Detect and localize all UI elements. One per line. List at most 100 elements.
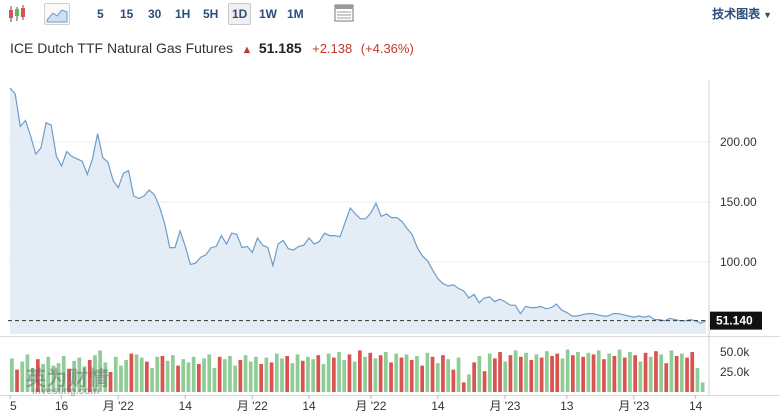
volume-bar	[285, 356, 289, 392]
volume-bar	[529, 360, 534, 392]
x-tick-label: 月 '22	[355, 399, 386, 413]
volume-bar	[685, 357, 689, 392]
volume-bar	[176, 365, 180, 392]
volume-bar	[441, 355, 445, 392]
volume-bar	[202, 358, 206, 392]
volume-bar	[46, 356, 51, 392]
volume-bar	[415, 356, 419, 392]
volume-bar	[519, 356, 523, 392]
timeframe-1d-button[interactable]: 1D	[228, 3, 252, 25]
timeframe-1m-button[interactable]: 1M	[287, 7, 304, 21]
y-tick-label: 150.00	[720, 195, 757, 209]
volume-bar	[181, 359, 186, 392]
last-price: 51.185	[258, 40, 302, 56]
price-tag-background	[710, 311, 762, 330]
timeframe-5-button[interactable]: 5	[97, 7, 104, 21]
volume-bar	[51, 365, 56, 392]
volume-bar	[404, 354, 409, 392]
instrument-header: ICE Dutch TTF Natural Gas Futures ▲ 51.1…	[10, 40, 414, 62]
volume-bar	[61, 356, 66, 392]
volume-tick-label: 50.0k	[720, 345, 750, 359]
volume-bar	[394, 353, 399, 392]
volume-bar	[134, 354, 139, 392]
volume-bar	[638, 361, 643, 392]
chart-toolbar: 5 15 30 1H 5H 1D 1W 1M 技术图表 ▼	[0, 0, 780, 30]
volume-bar	[77, 357, 82, 392]
volume-bar	[254, 356, 258, 392]
volume-bar	[534, 354, 539, 392]
timeframe-5h-button[interactable]: 5H	[203, 7, 219, 21]
volume-bar	[212, 368, 217, 392]
tech-chart-dropdown[interactable]: 技术图表 ▼	[712, 5, 772, 22]
volume-bar	[690, 352, 695, 392]
volume-bar	[41, 364, 45, 392]
volume-bar	[269, 362, 274, 392]
volume-bar	[124, 360, 128, 392]
price-axis: 200.00 150.00 100.00	[708, 80, 757, 396]
volume-bar	[560, 358, 565, 392]
price-change-percent: (+4.36%)	[360, 41, 414, 56]
volume-bar	[571, 355, 575, 392]
volume-bar	[300, 360, 305, 392]
tech-chart-label: 技术图表	[712, 7, 761, 21]
volume-bar	[513, 350, 518, 392]
volume-bar	[342, 360, 347, 392]
x-tick-label: 月 '22	[103, 399, 134, 413]
up-arrow-icon: ▲	[241, 44, 253, 56]
volume-bar	[503, 361, 508, 392]
volume-bar	[628, 352, 632, 392]
volume-bar	[108, 372, 113, 392]
price-area	[10, 88, 706, 334]
volume-bar	[259, 364, 263, 392]
volume-bar	[20, 361, 25, 392]
price-change: +2.138	[312, 41, 353, 56]
volume-bar	[363, 356, 367, 392]
timeframe-1h-button[interactable]: 1H	[175, 7, 191, 21]
volume-bar	[435, 363, 440, 392]
volume-bar	[565, 349, 570, 392]
volume-bar	[207, 354, 212, 392]
volume-bar	[264, 357, 269, 392]
volume-bar	[98, 350, 102, 392]
table-icon[interactable]	[334, 4, 354, 22]
volume-bar	[482, 371, 487, 392]
volume-bar	[248, 361, 253, 392]
area-chart-icon[interactable]	[44, 3, 70, 25]
volume-bar	[67, 368, 71, 392]
volume-bar	[607, 353, 611, 392]
timeframe-15-button[interactable]: 15	[120, 7, 134, 21]
volume-bar	[93, 355, 97, 392]
volume-bar	[352, 361, 357, 392]
volume-bar	[674, 356, 679, 392]
volume-bar	[10, 358, 14, 392]
chevron-down-icon: ▼	[763, 10, 772, 20]
volume-bar	[399, 357, 404, 392]
volume-bar	[129, 353, 134, 392]
volume-bar	[280, 358, 284, 392]
volume-bar	[160, 356, 165, 392]
time-axis: 5 16 月 '22 14 月 '22 14 月 '22 14 月 '23 13 月 '23 14	[9, 395, 703, 413]
volume-bar	[384, 352, 388, 392]
volume-bar	[524, 352, 528, 392]
volume-axis: 50.0k 25.0k	[720, 345, 750, 379]
volume-bar	[409, 360, 414, 392]
candlestick-icon[interactable]	[6, 4, 28, 24]
y-tick-label: 200.00	[720, 135, 757, 149]
volume-bar	[56, 363, 61, 392]
volume-bar	[591, 354, 596, 392]
volume-bar	[477, 356, 482, 392]
volume-bar	[150, 368, 154, 392]
volume-bar	[243, 355, 248, 392]
volume-bar	[223, 359, 227, 392]
timeframe-1w-button[interactable]: 1W	[259, 7, 277, 21]
volume-bar	[15, 369, 19, 392]
timeframe-30-button[interactable]: 30	[148, 7, 162, 21]
volume-bar	[290, 363, 295, 392]
x-tick-label: 5	[10, 399, 17, 413]
volume-bar	[659, 354, 663, 392]
volume-bar	[550, 356, 554, 392]
price-tag: 51.140	[710, 311, 762, 330]
volume-bar	[332, 357, 336, 392]
volume-bar	[456, 357, 461, 392]
